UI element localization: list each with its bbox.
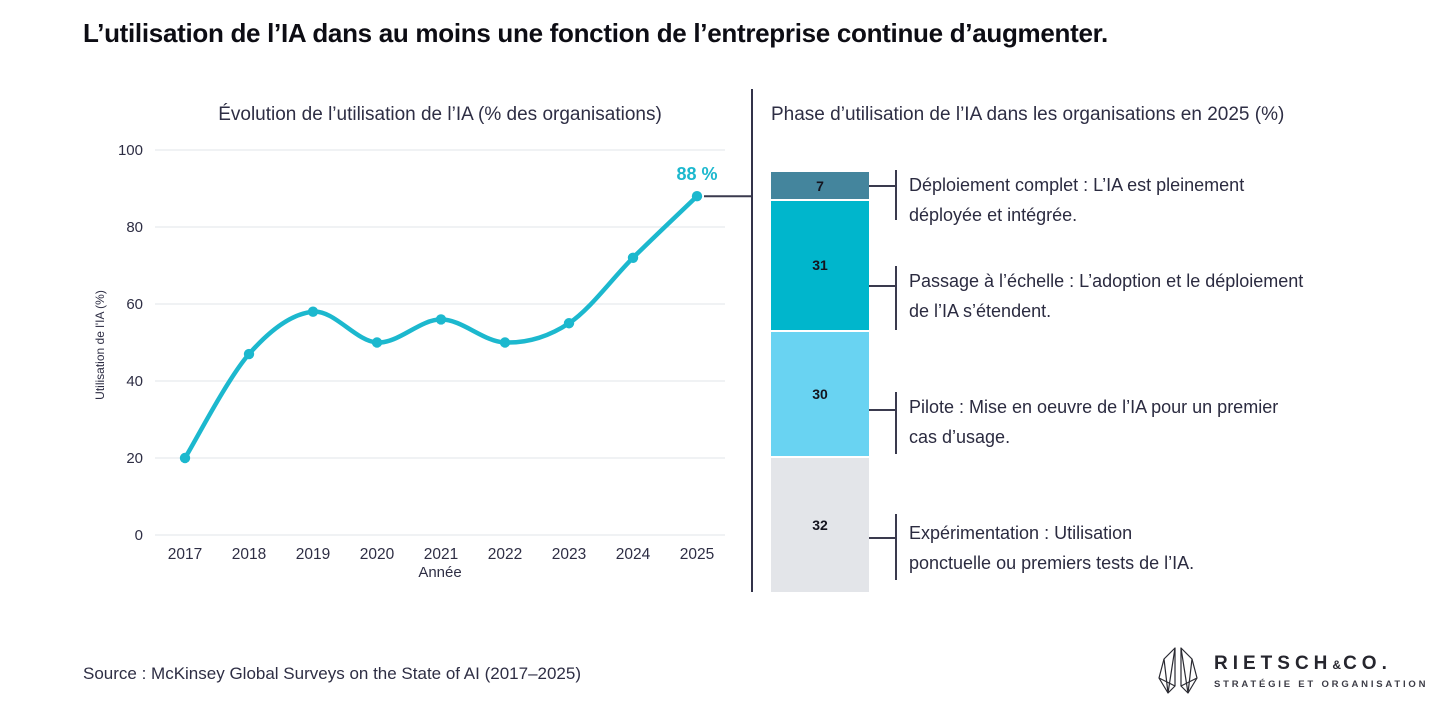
data-point — [499, 337, 511, 348]
bar-segment-value: 31 — [812, 257, 828, 274]
annotation-hline — [869, 185, 895, 187]
annotation-text: Expérimentation : Utilisation ponctuelle … — [909, 518, 1194, 578]
annotation-hline — [869, 537, 895, 539]
logo: RIETSCH&CO. STRATÉGIE ET ORGANISATION — [1155, 646, 1428, 696]
annotation-line: de l’IA s’étendent. — [909, 301, 1052, 321]
annotation-line: déployée et intégrée. — [909, 205, 1078, 225]
x-tick-label: 2018 — [232, 546, 266, 563]
annotation-text: Pilote : Mise en oeuvre de l’IA pour un … — [909, 392, 1278, 452]
bar-segment-value: 32 — [812, 516, 828, 533]
x-tick-label: 2022 — [488, 546, 522, 563]
annotation-vline — [895, 514, 897, 580]
y-tick-label: 40 — [126, 373, 143, 390]
bar-segment: 7 — [771, 172, 869, 202]
section-divider — [751, 89, 753, 592]
y-tick-label: 60 — [126, 296, 143, 313]
line-series — [182, 193, 700, 461]
bar-chart-title: Phase d’utilisation de l’IA dans les org… — [771, 104, 1285, 125]
source-note: Source : McKinsey Global Surveys on the … — [83, 664, 582, 683]
x-tick-label: 2021 — [424, 546, 458, 563]
logo-name-main: RIETSCH — [1214, 652, 1333, 674]
line-chart-title: Évolution de l’utilisation de l’IA (% de… — [218, 104, 662, 125]
annotation-line: Pilote : Mise en oeuvre de l’IA pour un … — [909, 397, 1279, 417]
y-tick-label: 20 — [126, 450, 143, 467]
annotation-text: Passage à l’échelle : L’adoption et le d… — [909, 266, 1303, 326]
bar-segment: 32 — [771, 457, 869, 592]
annotation-line: Expérimentation : Utilisation — [909, 523, 1133, 543]
data-point — [179, 452, 191, 464]
x-tick-label: 2023 — [552, 546, 586, 563]
y-tick-label: 100 — [118, 142, 143, 159]
bar-segment: 30 — [771, 331, 869, 458]
y-tick-label: 0 — [135, 527, 143, 544]
annotation-line: Déploiement complet : L’IA est pleinemen… — [909, 175, 1245, 195]
logo-name-suffix: CO. — [1343, 652, 1392, 674]
data-point — [627, 252, 639, 263]
x-tick-label: 2017 — [168, 546, 202, 563]
peak-value-label: 88 % — [676, 164, 717, 184]
x-tick-label: 2020 — [360, 546, 395, 563]
data-point — [563, 318, 575, 329]
bar-segment-value: 30 — [812, 385, 828, 402]
data-point — [371, 337, 383, 348]
line-chart-plot: 0 20 40 60 80 100 2017 2018 2019 2020 2021 2022 2023… — [118, 142, 752, 563]
data-point — [243, 348, 255, 360]
data-point — [691, 191, 703, 202]
data-point — [307, 306, 319, 317]
annotation-line: ponctuelle ou premiers tests de l’IA. — [909, 553, 1195, 573]
annotation-hline — [869, 285, 895, 287]
annotation-vline — [895, 266, 897, 330]
annotation-line: Passage à l’échelle : L’adoption et le d… — [909, 271, 1304, 291]
stacked-bar: 7 31 30 32 — [771, 172, 869, 592]
logo-text: RIETSCH&CO. STRATÉGIE ET ORGANISATION — [1214, 653, 1428, 690]
annotation-vline — [895, 392, 897, 454]
annotation-text: Déploiement complet : L’IA est pleinemen… — [909, 170, 1244, 230]
data-point — [435, 314, 447, 325]
x-tick-label: 2025 — [680, 546, 714, 563]
annotation-hline — [869, 409, 895, 411]
bar-segment: 31 — [771, 201, 869, 332]
annotation-line: cas d’usage. — [909, 427, 1011, 447]
y-tick-label: 80 — [126, 219, 143, 236]
x-tick-label: 2024 — [616, 546, 651, 563]
logo-ampersand: & — [1332, 657, 1344, 672]
annotation-vline — [895, 170, 897, 220]
logo-name: RIETSCH&CO. — [1214, 653, 1428, 675]
x-tick-label: 2019 — [296, 546, 330, 563]
x-axis-title: Année — [418, 564, 462, 581]
crystal-icon — [1158, 647, 1198, 694]
bar-segment-value: 7 — [816, 177, 824, 194]
logo-tagline: STRATÉGIE ET ORGANISATION — [1214, 678, 1429, 690]
page-title: L’utilisation de l’IA dans au moins une … — [83, 18, 1108, 48]
